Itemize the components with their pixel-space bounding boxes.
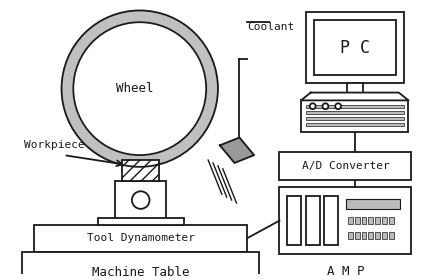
Bar	[346, 199, 400, 209]
Bar	[98, 218, 184, 225]
Circle shape	[73, 22, 206, 155]
Bar	[348, 217, 353, 223]
Bar	[306, 117, 404, 120]
Text: P C: P C	[340, 39, 370, 57]
Text: Coolant: Coolant	[247, 22, 294, 32]
Circle shape	[132, 191, 150, 209]
Text: Tool Dynamometer: Tool Dynamometer	[87, 233, 195, 243]
Bar	[279, 187, 411, 254]
Bar	[324, 196, 338, 245]
Text: Wheel: Wheel	[116, 82, 154, 95]
Bar	[369, 232, 373, 239]
Bar	[355, 232, 360, 239]
Text: Workpiece: Workpiece	[24, 140, 85, 150]
Text: Machine Table: Machine Table	[92, 266, 190, 279]
Polygon shape	[301, 93, 408, 101]
Bar	[348, 232, 353, 239]
Bar	[279, 152, 411, 179]
Circle shape	[323, 103, 328, 109]
Bar	[306, 111, 404, 114]
Bar	[369, 217, 373, 223]
Circle shape	[310, 103, 316, 109]
Bar	[122, 160, 159, 181]
Bar	[306, 105, 404, 108]
Circle shape	[335, 103, 341, 109]
Text: A/D Converter: A/D Converter	[302, 161, 390, 171]
Bar	[355, 217, 360, 223]
Bar	[375, 217, 380, 223]
Bar	[22, 252, 259, 280]
Bar	[389, 217, 394, 223]
Bar	[375, 232, 380, 239]
Bar	[362, 232, 366, 239]
Bar	[115, 181, 166, 219]
Bar	[362, 217, 366, 223]
Bar	[306, 12, 404, 83]
Bar	[301, 101, 408, 132]
Bar	[306, 123, 404, 126]
Circle shape	[61, 10, 218, 167]
Bar	[389, 232, 394, 239]
Bar	[34, 225, 247, 252]
Polygon shape	[220, 137, 254, 163]
Bar	[287, 196, 301, 245]
Text: A M P: A M P	[327, 265, 364, 278]
Bar	[314, 20, 396, 75]
Bar	[347, 83, 363, 93]
Bar	[382, 232, 387, 239]
Bar	[382, 217, 387, 223]
Bar	[306, 196, 320, 245]
